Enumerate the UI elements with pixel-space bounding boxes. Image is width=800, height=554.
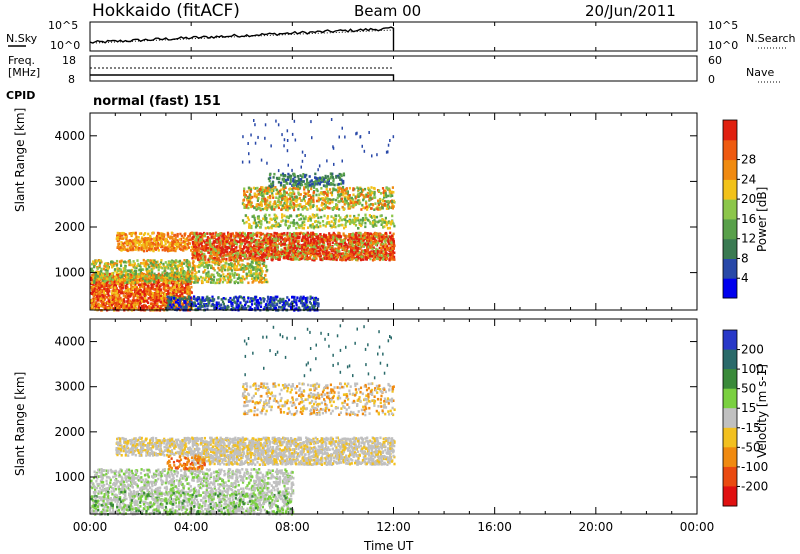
nsky-line (89, 26, 395, 50)
power-colorbar-segment-6 (723, 159, 737, 180)
velocity-ytick-label-0: 1000 (54, 470, 85, 484)
nsearch-tick-high: 10^5 (708, 19, 739, 32)
power-colorbar-segment-4 (723, 199, 737, 220)
power-ytick-label-2: 3000 (54, 174, 85, 188)
power-colorbar-segment-5 (723, 179, 737, 200)
x-tick-label-1: 04:00 (174, 520, 209, 534)
freq-unit-label: [MHz] (8, 66, 41, 79)
nave-tick-low: 0 (708, 73, 715, 86)
power-ytick-label-0: 1000 (54, 266, 85, 280)
x-tick-label-3: 12:00 (376, 520, 411, 534)
x-tick-label-6: 00:00 (680, 520, 715, 534)
power-colorbar-segment-3 (723, 218, 737, 240)
velocity-colorbar-segment-6 (723, 447, 737, 468)
power-data-layer (90, 118, 396, 312)
nsky-label: N.Sky (6, 32, 38, 45)
velocity-colorbar-segment-0 (723, 330, 737, 351)
freq-line (90, 74, 395, 81)
power-ytick-label-1: 2000 (54, 220, 85, 234)
velocity-colorbar-tick-label-2: 50 (741, 382, 756, 396)
velocity-ytick-label-3: 4000 (54, 335, 85, 349)
power-colorbar-label: Power [dB] (755, 186, 769, 252)
power-colorbar-segment-0 (723, 278, 737, 299)
velocity-ytick-label-2: 3000 (54, 380, 85, 394)
power-colorbar-segment-2 (723, 238, 737, 259)
power-colorbar-tick-label-3: 16 (741, 212, 756, 226)
radar-title: Hokkaido (fitACF) (92, 1, 240, 21)
freq-label: Freq. (8, 54, 36, 67)
velocity-colorbar-segment-4 (723, 408, 737, 429)
nsky-tick-low: 10^0 (50, 39, 81, 52)
power-colorbar-segment-7 (723, 139, 737, 161)
power-colorbar-segment-1 (723, 258, 737, 279)
velocity-colorbar-segment-2 (723, 369, 737, 390)
nave-label: Nave (746, 66, 775, 79)
nsearch-label: N.Search (746, 32, 796, 45)
power-colorbar-tick-label-0: 4 (741, 271, 749, 285)
nave-tick-high: 60 (708, 54, 722, 67)
velocity-colorbar-segment-1 (723, 349, 737, 370)
velocity-colorbar-tick-label-7: -200 (741, 479, 768, 493)
power-colorbar-tick-label-2: 12 (741, 232, 756, 246)
nsky-tick-high: 10^5 (48, 19, 79, 32)
nsearch-tick-low: 10^0 (708, 39, 739, 52)
velocity-colorbar-tick-label-6: -100 (741, 460, 768, 474)
x-axis-label: Time UT (364, 539, 414, 553)
velocity-ytick-label-1: 2000 (54, 425, 85, 439)
power-colorbar-tick-label-1: 8 (741, 251, 749, 265)
power-colorbar-tick-label-6: 28 (741, 153, 756, 167)
velocity-colorbar-tick-label-5: -50 (741, 440, 761, 454)
beam-label: Beam 00 (354, 2, 422, 20)
date-label: 20/Jun/2011 (585, 2, 676, 20)
cpid-label: CPID (6, 89, 36, 102)
power-colorbar-segment-8 (723, 120, 737, 141)
velocity-colorbar-segment-7 (723, 466, 737, 487)
velocity-colorbar-tick-label-3: 15 (741, 401, 756, 415)
x-tick-label-4: 16:00 (477, 520, 512, 534)
velocity-colorbar-tick-label-0: 200 (741, 343, 764, 357)
cpid-value: normal (fast) 151 (93, 94, 221, 109)
power-ytick-label-3: 4000 (54, 129, 85, 143)
power-ylabel: Slant Range [km] (13, 107, 27, 212)
freq-tick-high: 18 (62, 54, 76, 67)
velocity-colorbar-tick-label-4: -15 (741, 421, 761, 435)
velocity-colorbar-label: Velocity [m s-1] (755, 364, 769, 458)
velocity-data-layer (90, 324, 396, 516)
x-tick-label-5: 20:00 (579, 520, 614, 534)
velocity-colorbar-segment-3 (723, 388, 737, 409)
power-colorbar-tick-label-4: 20 (741, 192, 756, 206)
velocity-colorbar-frame (722, 329, 738, 507)
velocity-ylabel: Slant Range [km] (13, 371, 27, 476)
freq-tick-low: 8 (68, 73, 75, 86)
velocity-colorbar-segment-5 (723, 427, 737, 448)
x-tick-label-2: 08:00 (275, 520, 310, 534)
nsearch-line (92, 29, 394, 44)
x-tick-label-0: 00:00 (73, 520, 108, 534)
velocity-colorbar-tick-label-1: 100 (741, 362, 764, 376)
power-colorbar-tick-label-5: 24 (741, 172, 756, 186)
power-colorbar-frame (722, 119, 738, 299)
velocity-colorbar-segment-8 (723, 486, 737, 507)
